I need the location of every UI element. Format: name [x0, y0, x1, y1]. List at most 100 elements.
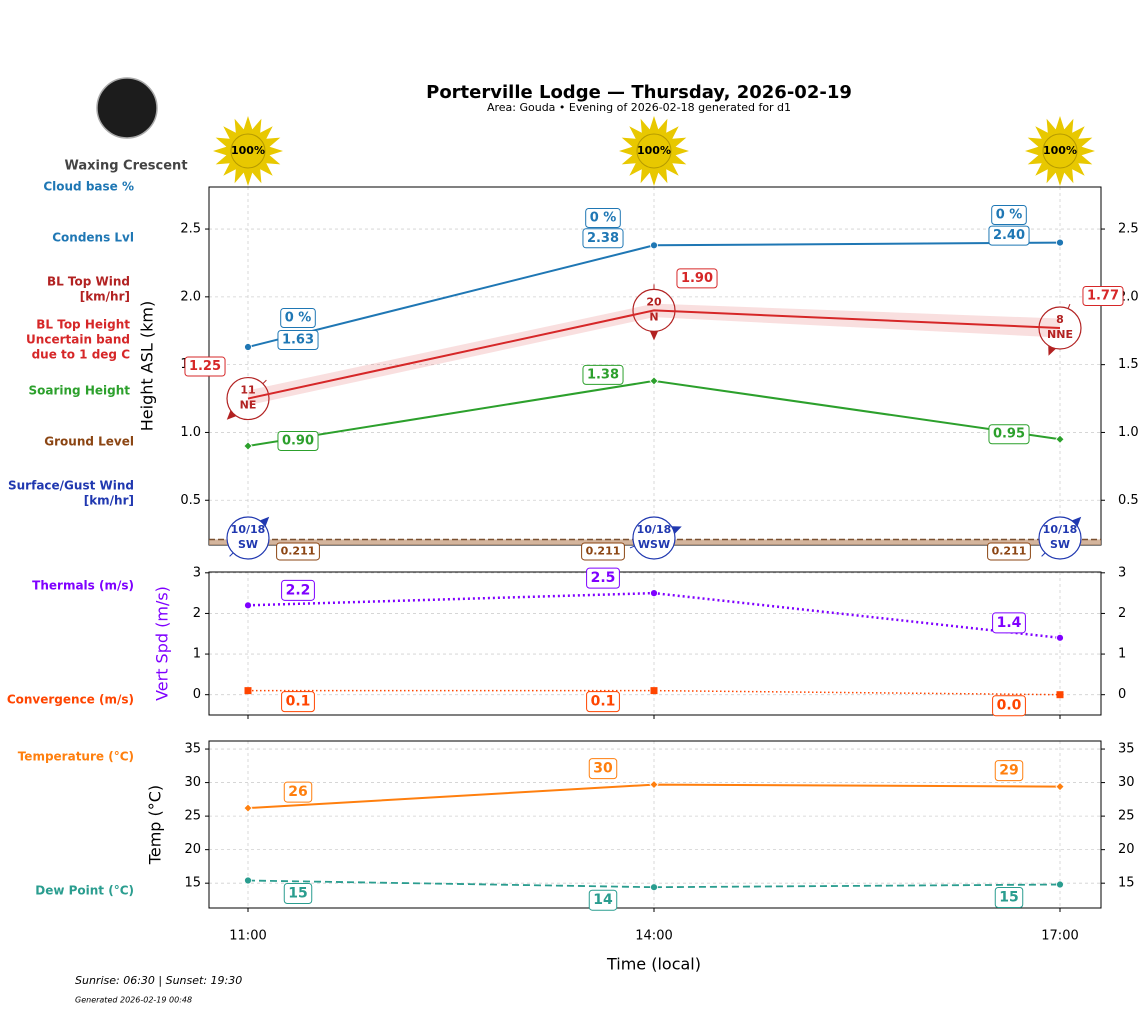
- value-label-box: [184, 356, 226, 377]
- wind-circle: [226, 516, 270, 560]
- series-name: [km/hr]: [80, 290, 130, 304]
- value-label: 2.40: [993, 228, 1025, 243]
- value-label: 1.77: [1087, 289, 1119, 304]
- wind-arrow: [1072, 516, 1082, 526]
- series-name: Cloud base %: [43, 180, 134, 194]
- value-label-box: [586, 691, 620, 713]
- wind-direction: WSW: [638, 538, 670, 551]
- point-marker: [1056, 633, 1064, 642]
- moon-icon: [96, 77, 158, 139]
- sun-disc: [636, 133, 672, 169]
- value-label-box: [994, 887, 1024, 909]
- series-line: [247, 309, 1061, 400]
- value-label-box: [281, 579, 315, 601]
- value-label: 1.25: [189, 359, 221, 374]
- y-tick-label: 15: [1118, 876, 1135, 891]
- y-tick-label: 1: [1118, 647, 1126, 662]
- value-label: 15: [288, 886, 307, 902]
- y-tick-label: 2.5: [180, 222, 201, 237]
- series-name: Uncertain band: [26, 333, 130, 347]
- wind-direction: SW: [1050, 538, 1070, 551]
- point-marker: [1055, 434, 1065, 444]
- point-marker: [243, 441, 253, 451]
- value-label: 29: [999, 763, 1018, 779]
- point-marker: [1056, 238, 1064, 247]
- y-tick-label: 3: [1118, 565, 1126, 580]
- cloud-base-label-box: [280, 308, 316, 328]
- moon-phase: Waxing Crescent: [64, 159, 187, 174]
- value-label: 0.1: [591, 694, 616, 710]
- value-label-box: [988, 424, 1030, 445]
- series-name: Soaring Height: [29, 384, 131, 398]
- value-label: 1.90: [681, 271, 713, 286]
- y-tick-label: 0.5: [1118, 493, 1139, 508]
- value-label: 2.2: [286, 582, 311, 598]
- plot-frame: [208, 740, 1102, 909]
- ground-label: 0.211: [586, 544, 621, 557]
- sun-label: 100%: [637, 144, 671, 157]
- cloud-base-label: 0 %: [996, 208, 1023, 223]
- plot-background: [209, 741, 1101, 908]
- value-label: 1.63: [282, 333, 314, 348]
- value-label-box: [992, 695, 1026, 717]
- value-label-box: [281, 691, 315, 713]
- y-tick-label: 1.5: [1118, 357, 1139, 372]
- value-label: 30: [593, 761, 613, 777]
- value-label-box: [283, 883, 313, 905]
- cloud-base-label-box: [991, 205, 1027, 225]
- series-name: BL Top Height: [36, 318, 130, 332]
- chart-title: Porterville Lodge — Thursday, 2026-02-19: [426, 82, 852, 103]
- wind-barb: [1067, 303, 1071, 309]
- ground-label-box: [987, 542, 1031, 561]
- y-tick-label: 3: [193, 565, 201, 580]
- ground-label: 0.211: [281, 544, 316, 557]
- value-label: 26: [288, 784, 307, 800]
- chart-subtitle: Area: Gouda • Evening of 2026-02-18 gene…: [487, 101, 791, 114]
- y-tick-label: 30: [1118, 775, 1135, 790]
- ground-label-box: [581, 542, 625, 561]
- generated-note: Generated 2026-02-19 00:48: [75, 996, 192, 1005]
- value-label: 2.5: [591, 570, 616, 586]
- wind-direction: NNE: [1047, 328, 1073, 341]
- series-line: [248, 689, 1061, 696]
- cloud-base-label-box: [585, 208, 621, 228]
- point-marker: [650, 589, 658, 598]
- value-label: 2.38: [587, 231, 619, 246]
- value-label: 14: [593, 892, 613, 908]
- y-tick-label: 0: [1118, 687, 1126, 702]
- wind-speed: 11: [240, 384, 255, 397]
- value-label-box: [582, 228, 624, 249]
- ground-label-box: [276, 542, 320, 561]
- y-tick-label: 15: [184, 876, 201, 891]
- sun-disc: [230, 133, 266, 169]
- value-label: 0.1: [286, 694, 311, 710]
- plot-background: [209, 187, 1101, 545]
- y-tick-label: 25: [1118, 809, 1135, 824]
- point-marker: [244, 601, 252, 610]
- value-label-box: [992, 612, 1026, 634]
- value-label: 1.4: [997, 615, 1022, 631]
- point-marker: [650, 687, 658, 695]
- plot-frame: [208, 571, 1102, 716]
- y-tick-label: 2.5: [1118, 222, 1139, 237]
- wind-arrow: [1048, 345, 1056, 356]
- y-tick-label: 35: [184, 742, 201, 757]
- wind-direction: N: [649, 310, 658, 323]
- wind-barb: [1041, 552, 1046, 557]
- series-name: Ground Level: [44, 435, 134, 449]
- wind-direction: NE: [240, 399, 257, 412]
- wind-direction: SW: [238, 538, 258, 551]
- value-label: 1.38: [587, 367, 619, 382]
- y-axis-label: Vert Spd (m/s): [153, 586, 172, 701]
- y-tick-label: 25: [184, 809, 201, 824]
- y-tick-label: 2: [193, 606, 201, 621]
- x-tick-label: 14:00: [635, 929, 672, 944]
- y-tick-label: 30: [184, 775, 201, 790]
- point-marker: [244, 687, 252, 695]
- value-label: 0.95: [993, 427, 1025, 442]
- series-name: Dew Point (°C): [35, 884, 134, 898]
- series-name: Condens Lvl: [52, 231, 134, 245]
- y-tick-label: 35: [1118, 742, 1135, 757]
- y-tick-label: 2: [1118, 606, 1126, 621]
